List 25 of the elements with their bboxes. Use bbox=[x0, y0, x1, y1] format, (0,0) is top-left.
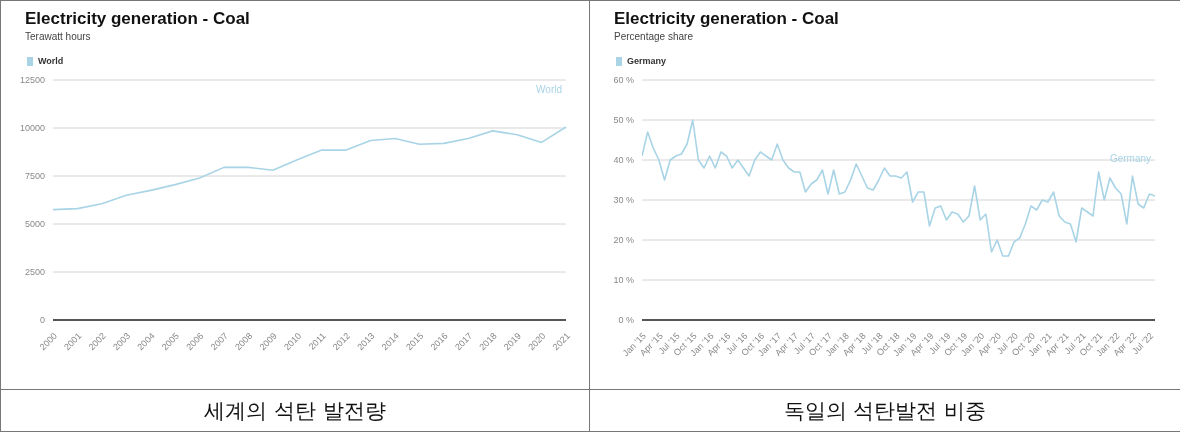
y-tick-label: 60 % bbox=[613, 75, 634, 86]
chart-subtitle: Terawatt hours bbox=[24, 31, 92, 42]
y-tick-label: 20 % bbox=[613, 235, 634, 246]
y-tick-label: 2500 bbox=[24, 267, 45, 278]
text: Germany bbox=[1109, 153, 1151, 164]
y-tick-label: 40 % bbox=[613, 155, 634, 166]
line-series bbox=[642, 119, 1155, 257]
legend-label: World bbox=[37, 55, 64, 68]
y-tick-label: 12500 bbox=[19, 75, 45, 86]
y-tick-label: 0 bbox=[39, 315, 45, 326]
line-series bbox=[52, 126, 567, 211]
legend-label: Germany bbox=[626, 55, 667, 68]
chart-title: Electricity generation - Coal bbox=[613, 9, 840, 29]
y-tick-label: 10000 bbox=[19, 123, 45, 134]
text: 독일의 석탄발전 비중 bbox=[783, 397, 987, 425]
text: 세계의 석탄 발전량 bbox=[204, 397, 386, 425]
chart-subtitle: Percentage share bbox=[613, 31, 694, 42]
y-tick-label: 30 % bbox=[613, 195, 634, 206]
y-tick-label: 7500 bbox=[24, 171, 45, 182]
chart-title: Electricity generation - Coal bbox=[24, 9, 251, 29]
text: World bbox=[536, 84, 562, 96]
y-tick-label: 5000 bbox=[24, 219, 45, 230]
y-tick-label: 0 % bbox=[618, 315, 634, 326]
y-tick-label: 50 % bbox=[613, 115, 634, 126]
y-tick-label: 10 % bbox=[613, 275, 634, 286]
